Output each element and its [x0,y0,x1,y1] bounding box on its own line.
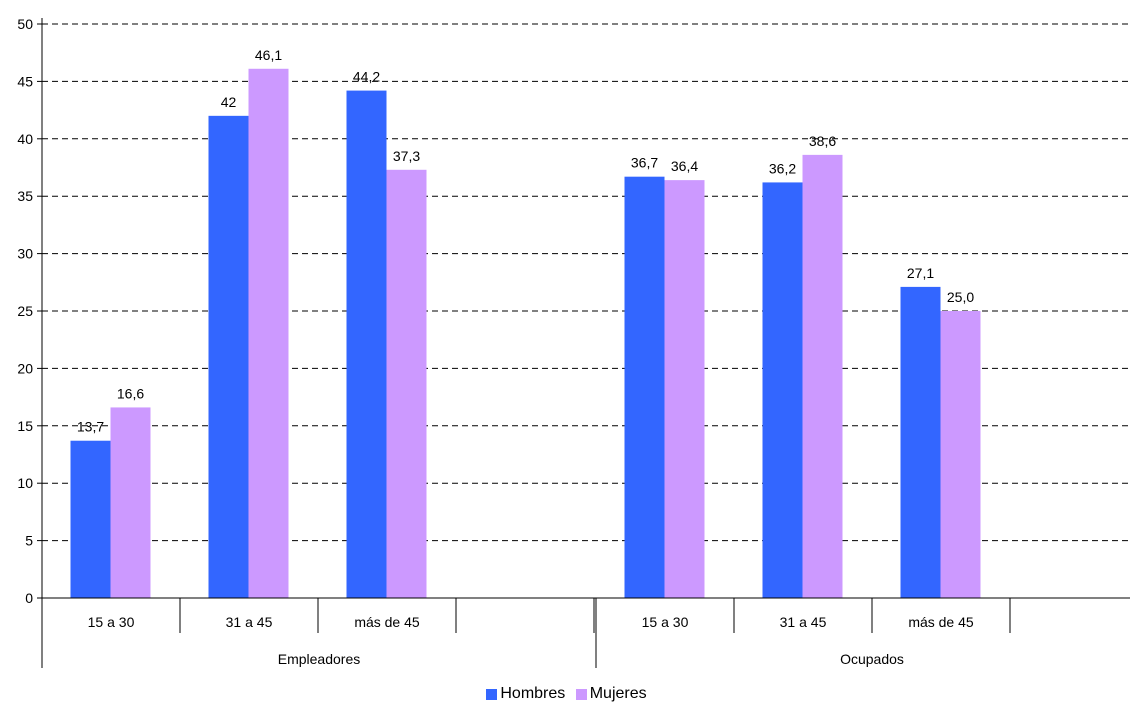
legend-label-hombres: Hombres [500,685,566,702]
y-tick-label: 50 [17,16,33,32]
data-label: 46,1 [255,47,282,63]
data-label: 36,7 [631,155,658,171]
bar-hombres [624,176,665,598]
x-tick-label: más de 45 [354,614,420,630]
y-tick-label: 25 [17,303,33,319]
data-label: 25,0 [947,289,974,305]
data-labels: 13,7 16,6 42 46,1 44,2 37,3 36,7 36,4 36,2 38,6 27… [77,47,974,435]
legend-label-mujeres: Mujeres [589,685,647,702]
data-label: 38,6 [809,133,836,149]
axes: 0 5 10 15 20 25 30 35 40 45 50 15 a 30 31 a 45 más de… [17,16,1130,668]
legend-swatch-hombres [486,688,498,700]
bar-mujeres [664,180,705,599]
legend-swatch-mujeres [575,688,587,700]
x-tick-label: 15 a 30 [642,614,689,630]
data-label: 36,2 [769,160,796,176]
data-label: 27,1 [907,265,934,281]
x-tick-label: 15 a 30 [88,614,135,630]
y-tick-label: 45 [17,73,33,89]
legend-item-mujeres: Mujeres [575,685,647,703]
y-tick-label: 10 [17,475,33,491]
data-label: 42 [221,94,237,110]
group-label: Ocupados [840,651,904,667]
bar-mujeres [386,169,427,598]
y-tick-label: 20 [17,360,33,376]
bar-hombres [762,182,803,598]
bar-hombres [900,286,941,598]
bar-mujeres [248,68,289,599]
data-label: 16,6 [117,385,144,401]
x-tick-label: más de 45 [908,614,974,630]
x-tick-label: 31 a 45 [780,614,827,630]
bar-mujeres [940,311,981,598]
data-label: 36,4 [671,158,698,174]
y-tick-label: 0 [25,590,33,606]
group-label: Empleadores [278,651,361,667]
y-tick-label: 30 [17,246,33,262]
data-label: 13,7 [77,419,104,435]
data-label: 37,3 [393,148,420,164]
legend-item-hombres: Hombres [486,685,565,703]
bars [70,68,981,599]
bar-mujeres [802,154,843,598]
bar-hombres [346,90,387,599]
bar-hombres [208,115,249,598]
y-tick-label: 35 [17,188,33,204]
y-tick-label: 15 [17,418,33,434]
bar-hombres [70,440,111,598]
data-label: 44,2 [353,69,380,85]
x-tick-label: 31 a 45 [226,614,273,630]
y-tick-label: 5 [25,533,33,549]
bar-mujeres [110,407,151,598]
legend: Hombres Mujeres [0,685,1133,705]
y-tick-label: 40 [17,131,33,147]
